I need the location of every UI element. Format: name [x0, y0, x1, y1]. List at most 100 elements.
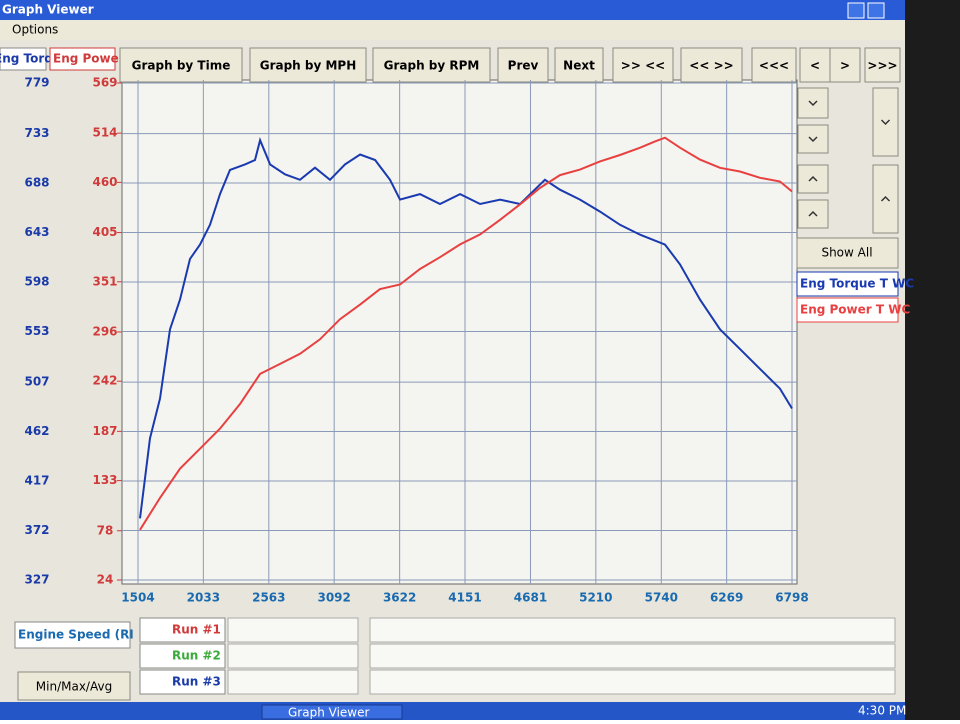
toolbar-label: >: [840, 59, 850, 73]
menu-item[interactable]: Options: [12, 23, 58, 37]
run-field: [227, 617, 359, 643]
toolbar-label: Graph by Time: [132, 59, 231, 73]
legend-box[interactable]: [796, 271, 899, 297]
y2-tick-label: 296: [92, 324, 117, 338]
toolbar-button[interactable]: [119, 47, 243, 83]
show-all-label: Show All: [821, 246, 872, 260]
toolbar-button[interactable]: [554, 47, 604, 83]
toolbar-button[interactable]: [864, 47, 901, 83]
chevron-icon: [808, 100, 818, 107]
y2-tick-label: 460: [92, 175, 117, 189]
scroll-button[interactable]: [872, 87, 899, 157]
toolbar-label: >> <<: [621, 59, 665, 73]
run-field: [369, 643, 896, 669]
toolbar-label: <: [810, 59, 820, 73]
show-all-button[interactable]: [796, 237, 899, 269]
menu-bar: [0, 20, 905, 40]
toolbar-label: <<<: [759, 59, 789, 73]
y-tick-label: 779: [24, 76, 49, 90]
toolbar-button[interactable]: [829, 47, 861, 83]
maximize-button[interactable]: [867, 2, 885, 19]
run-box: [139, 617, 226, 643]
toolbar-button[interactable]: [249, 47, 367, 83]
scroll-button[interactable]: [797, 124, 829, 154]
run-box: [139, 669, 226, 695]
y2-tick-label: 242: [92, 374, 117, 388]
y-tick-label: 553: [24, 324, 49, 338]
toolbar-button[interactable]: [612, 47, 674, 83]
y2-axis-header: [49, 47, 116, 71]
scroll-button[interactable]: [797, 164, 829, 194]
y2-axis-label: Eng Powe: [53, 52, 119, 66]
y-axis-label: Eng Torq: [0, 52, 53, 66]
legend-label: Eng Torque T WC: [800, 277, 914, 291]
x-tick-label: 2033: [187, 591, 220, 605]
y2-tick-label: 187: [92, 424, 117, 438]
x-tick-label: 4151: [448, 591, 481, 605]
taskbar: [0, 702, 905, 720]
run-box: [139, 643, 226, 669]
run-label: Run #3: [172, 675, 221, 689]
x-tick-label: 5210: [579, 591, 612, 605]
stats-button[interactable]: [17, 671, 131, 701]
task-label: Graph Viewer: [288, 706, 369, 720]
y-tick-label: 733: [24, 126, 49, 140]
toolbar-label: Graph by RPM: [384, 59, 480, 73]
x-axis-box: [14, 621, 131, 649]
y2-tick-label: 569: [92, 76, 117, 90]
toolbar-label: << >>: [689, 59, 733, 73]
x-tick-label: 4681: [514, 591, 547, 605]
y2-tick-label: 24: [97, 573, 114, 587]
x-tick-label: 1504: [121, 591, 154, 605]
toolbar-button[interactable]: [372, 47, 491, 83]
y2-tick-label: 514: [92, 126, 117, 140]
y-tick-label: 643: [24, 225, 49, 239]
x-axis-label: Engine Speed (RI: [18, 628, 134, 642]
toolbar-button[interactable]: [799, 47, 831, 83]
run-field: [369, 669, 896, 695]
y2-tick-label: 405: [92, 225, 117, 239]
chevron-icon: [808, 210, 818, 217]
toolbar-button[interactable]: [751, 47, 797, 83]
y-tick-label: 417: [24, 474, 49, 488]
toolbar-button[interactable]: [497, 47, 549, 83]
y2-tick-label: 78: [97, 523, 114, 537]
x-tick-label: 3622: [383, 591, 416, 605]
run-field: [227, 669, 359, 695]
toolbar-label: Prev: [508, 59, 539, 73]
scroll-button[interactable]: [797, 87, 829, 119]
scroll-button[interactable]: [797, 199, 829, 229]
x-tick-label: 5740: [645, 591, 678, 605]
y-tick-label: 688: [24, 176, 49, 190]
y-tick-label: 372: [24, 523, 49, 537]
legend-label: Eng Power T WC: [800, 303, 910, 317]
scroll-button[interactable]: [872, 164, 899, 234]
chevron-icon: [880, 195, 891, 202]
toolbar-label: Graph by MPH: [260, 59, 357, 73]
chevron-icon: [808, 136, 818, 143]
y-axis-header: [0, 47, 47, 71]
x-tick-label: 6798: [775, 591, 808, 605]
y-tick-label: 507: [24, 375, 49, 389]
legend-box[interactable]: [796, 297, 899, 323]
y2-tick-label: 133: [92, 473, 117, 487]
x-tick-label: 6269: [710, 591, 743, 605]
series-line: [139, 137, 793, 519]
title-bar: [0, 0, 905, 20]
minimize-button[interactable]: [847, 2, 865, 19]
run-field: [227, 643, 359, 669]
toolbar-label: >>>: [867, 59, 897, 73]
toolbar-label: Next: [563, 59, 595, 73]
x-tick-label: 2563: [252, 591, 285, 605]
chevron-icon: [880, 119, 891, 126]
toolbar-button[interactable]: [680, 47, 743, 83]
bezel: [905, 0, 960, 720]
series-line: [139, 136, 793, 531]
y-tick-label: 598: [24, 275, 49, 289]
y2-tick-label: 351: [92, 274, 117, 288]
run-label: Run #1: [172, 623, 221, 637]
x-tick-label: 3092: [317, 591, 350, 605]
task-button[interactable]: [261, 704, 403, 720]
